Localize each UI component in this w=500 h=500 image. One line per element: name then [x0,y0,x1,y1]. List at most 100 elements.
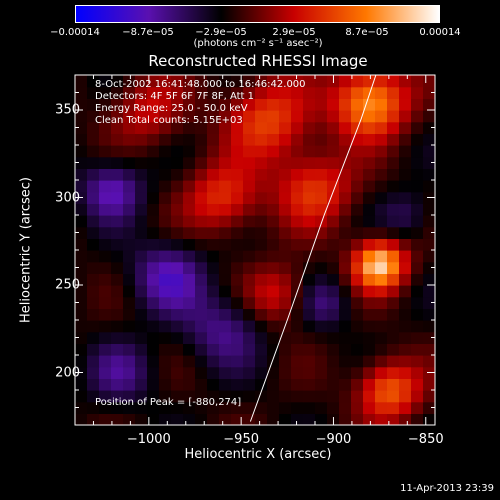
heatmap-cell [339,308,352,321]
heatmap-cell [351,320,364,333]
heatmap-cell [399,110,412,123]
heatmap-cell [279,121,292,134]
heatmap-cell [75,98,88,111]
heatmap-cell [423,180,435,193]
heatmap-cell [255,86,268,99]
heatmap-cell [315,355,328,368]
heatmap-cell [303,366,316,379]
heatmap-cell [411,215,424,228]
heatmap-cell [327,308,340,321]
heatmap-cell [375,75,388,88]
heatmap-cell [75,285,88,298]
heatmap-cell [135,261,148,274]
heatmap-cell [75,238,88,251]
heatmap-cell [207,145,220,158]
heatmap-cell [75,156,88,169]
heatmap-cell [75,331,88,344]
heatmap-cell [231,98,244,111]
heatmap-cell [99,98,112,111]
heatmap-cell [375,355,388,368]
heatmap-cell [387,366,400,379]
heatmap-cell [123,145,136,158]
heatmap-cell [111,331,124,344]
heatmap-cell [291,121,304,134]
heatmap-cell [219,320,232,333]
heatmap-cell [207,203,220,216]
heatmap-cell [99,145,112,158]
heatmap-cell [339,296,352,309]
heatmap-cells [75,75,435,425]
y-tick-label: 200 [55,365,80,380]
heatmap-cell [279,378,292,391]
heatmap-cell [183,145,196,158]
heatmap-cell [231,401,244,414]
heatmap-cell [183,366,196,379]
heatmap-cell [411,203,424,216]
heatmap-cell [255,156,268,169]
heatmap-cell [207,121,220,134]
heatmap-cell [87,413,100,425]
heatmap-cell [279,343,292,356]
heatmap-cell [387,180,400,193]
heatmap-cell [279,226,292,239]
heatmap-cell [351,226,364,239]
heatmap-cell [147,156,160,169]
heatmap-cell [339,86,352,99]
heatmap-cell [255,355,268,368]
heatmap-cell [183,273,196,286]
heatmap-cell [123,156,136,169]
heatmap-cell [339,331,352,344]
heatmap-cell [339,366,352,379]
heatmap-cell [99,203,112,216]
heatmap-cell [171,261,184,274]
heatmap-cell [375,238,388,251]
heatmap-cell [75,203,88,216]
heatmap-cell [291,331,304,344]
heatmap-cell [195,401,208,414]
heatmap-cell [375,413,388,425]
heatmap-cell [387,413,400,425]
heatmap-cell [207,273,220,286]
heatmap-cell [411,308,424,321]
heatmap-cell [255,215,268,228]
heatmap-cell [147,191,160,204]
heatmap-cell [363,168,376,181]
heatmap-cell [123,413,136,425]
heatmap-cell [363,413,376,425]
heatmap-cell [171,285,184,298]
heatmap-cell [303,215,316,228]
heatmap-cell [219,226,232,239]
heatmap-cell [399,273,412,286]
heatmap-cell [351,261,364,274]
heatmap-cell [135,378,148,391]
heatmap-cell [351,366,364,379]
heatmap-cell [219,168,232,181]
heatmap-cell [351,203,364,216]
heatmap-cell [255,343,268,356]
heatmap-cell [243,331,256,344]
heatmap-cell [315,401,328,414]
heatmap-cell [219,250,232,263]
heatmap-cell [339,343,352,356]
heatmap-cell [315,145,328,158]
heatmap-cell [291,75,304,88]
heatmap-cell [387,203,400,216]
heatmap-cell [75,390,88,403]
heatmap-cell [243,110,256,123]
heatmap-cell [375,261,388,274]
heatmap-cell [291,215,304,228]
heatmap-cell [123,215,136,228]
heatmap-cell [411,250,424,263]
heatmap-cell [111,133,124,146]
heatmap-cell [147,180,160,193]
heatmap-cell [387,168,400,181]
heatmap-cell [303,145,316,158]
heatmap-cell [219,413,232,425]
heatmap-cell [147,203,160,216]
heatmap-cell [327,238,340,251]
heatmap-cell [327,98,340,111]
heatmap-cell [255,226,268,239]
heatmap-cell [279,110,292,123]
heatmap-cell [315,215,328,228]
heatmap-cell [243,285,256,298]
